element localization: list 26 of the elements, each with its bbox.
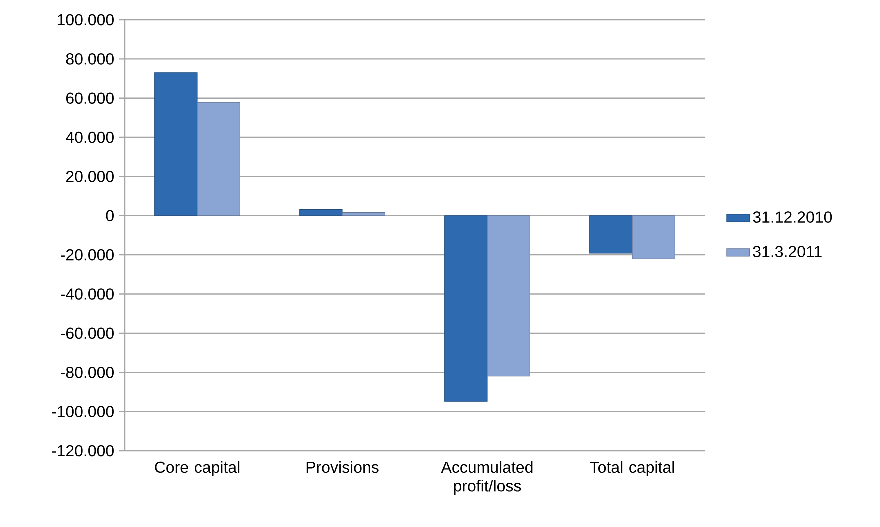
y-tick-label: 100.000 — [58, 14, 114, 26]
legend-label: 31.12.2010 — [753, 212, 832, 223]
y-tick-label: -40.000 — [61, 288, 114, 300]
bar — [300, 210, 343, 216]
legend-label: 31.3.2011 — [753, 246, 822, 258]
bar — [154, 72, 198, 216]
bar — [590, 216, 633, 254]
y-tick-label: 20.000 — [66, 171, 114, 182]
bar — [342, 212, 386, 216]
bar — [632, 216, 676, 260]
x-tick-label: Total capital — [590, 461, 674, 476]
x-tick-label: Core capital — [155, 461, 240, 476]
y-tick-label: -60.000 — [61, 328, 114, 340]
y-tick-label: 80.000 — [66, 54, 114, 65]
y-tick-label: -80.000 — [61, 366, 114, 378]
x-tick-label: Accumulated profit/loss — [441, 461, 533, 495]
y-tick-label: -120.000 — [52, 445, 114, 457]
y-tick-label: -20.000 — [61, 249, 114, 261]
y-tick-label: 0 — [106, 210, 114, 222]
y-tick-label: -100.000 — [52, 406, 114, 418]
bar — [487, 216, 530, 377]
bar — [197, 102, 240, 216]
x-tick-label: Provisions — [306, 461, 379, 474]
y-tick-label: 60.000 — [66, 92, 114, 104]
y-tick-label: 40.000 — [66, 132, 114, 144]
bar — [444, 216, 488, 402]
